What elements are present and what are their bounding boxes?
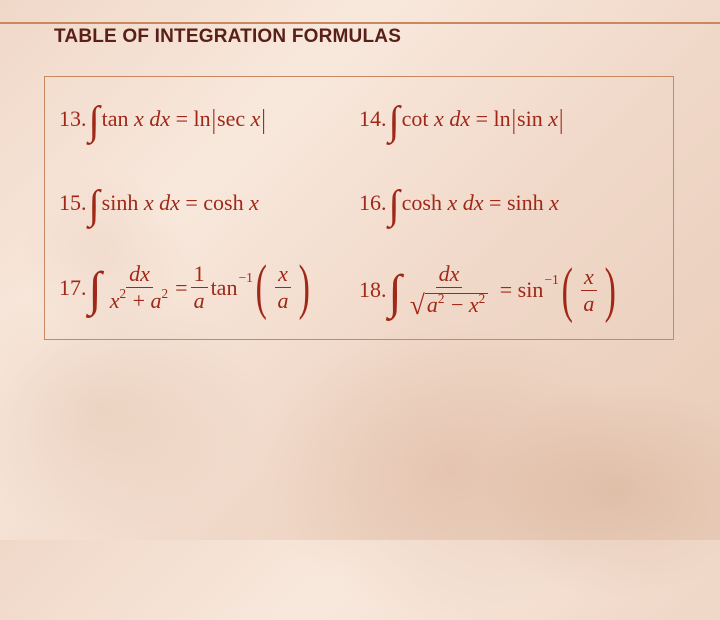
power: 2 (120, 286, 127, 301)
fraction: x a (580, 266, 597, 315)
formula-grid: 13. ∫ tan x dx = ln | sec x | 14. ∫ cot … (45, 77, 673, 339)
sqrt-icon: √ (410, 291, 425, 319)
var: x (278, 261, 288, 286)
formula-number: 17. (59, 277, 87, 299)
var: a (277, 288, 288, 313)
var: x (110, 288, 120, 313)
var: x (548, 108, 558, 130)
power: 2 (479, 291, 486, 306)
formula-18: 18. ∫ dx √ a2 − x2 = sin (359, 263, 621, 318)
var: x (447, 192, 457, 214)
formula-16: 16. ∫ cosh x dx = sinh x (359, 183, 559, 224)
abs-bar-icon: | (261, 105, 265, 133)
func: ln (194, 108, 211, 130)
integral-icon: ∫ (89, 266, 102, 314)
abs-bar-icon: | (212, 105, 216, 133)
power: 2 (438, 291, 445, 306)
equals: = (185, 192, 197, 214)
sqrt: √ a2 − x2 (410, 290, 488, 318)
func: cosh (203, 192, 243, 214)
func: tan (102, 108, 129, 130)
var: a (427, 292, 438, 317)
formula-13: 13. ∫ tan x dx = ln | sec x | (59, 99, 267, 140)
integral-icon: ∫ (389, 185, 400, 226)
var: x (469, 292, 479, 317)
fraction: x a (274, 263, 291, 312)
var: a (583, 291, 594, 316)
func: cosh (402, 192, 442, 214)
integral-icon: ∫ (389, 269, 402, 317)
var: a (194, 288, 205, 313)
paren-left-icon: ( (256, 263, 267, 312)
abs-bar-icon: | (512, 105, 516, 133)
dx: dx (449, 108, 470, 130)
formula-number: 18. (359, 279, 387, 301)
var: x (134, 108, 144, 130)
var: x (144, 192, 154, 214)
func: sin (517, 108, 543, 130)
dx: dx (149, 108, 170, 130)
equals: = (176, 108, 188, 130)
abs-bar-icon: | (559, 105, 563, 133)
integral-icon: ∫ (389, 101, 400, 142)
formula-number: 14. (359, 108, 387, 130)
inverse-power: −1 (544, 273, 559, 287)
dx: dx (159, 192, 180, 214)
fraction: dx √ a2 − x2 (407, 263, 491, 318)
inverse-power: −1 (238, 271, 253, 285)
var: x (584, 264, 594, 289)
formula-number: 13. (59, 108, 87, 130)
plus: + (133, 288, 145, 313)
formula-15: 15. ∫ sinh x dx = cosh x (59, 183, 259, 224)
formula-17: 17. ∫ dx x2 + a2 = 1 a tan−1 ( x a (59, 263, 315, 312)
integral-icon: ∫ (89, 101, 100, 142)
page-title: TABLE OF INTEGRATION FORMULAS (54, 26, 401, 48)
func: cot (402, 108, 429, 130)
var: x (549, 192, 559, 214)
minus: − (451, 292, 463, 317)
formula-box: 13. ∫ tan x dx = ln | sec x | 14. ∫ cot … (44, 76, 674, 340)
equals: = (500, 279, 512, 301)
fraction: 1 a (191, 263, 208, 312)
fraction: dx x2 + a2 (107, 263, 172, 312)
formula-number: 15. (59, 192, 87, 214)
func: sin (518, 279, 544, 301)
func: tan (211, 277, 238, 299)
var: a (151, 288, 162, 313)
var: x (249, 192, 259, 214)
integral-icon: ∫ (89, 185, 100, 226)
paren-left-icon: ( (561, 266, 572, 315)
var: x (251, 108, 261, 130)
dx: dx (439, 261, 460, 286)
func: sinh (102, 192, 139, 214)
func: sec (217, 108, 245, 130)
top-rule (0, 22, 720, 24)
func: ln (494, 108, 511, 130)
var: x (434, 108, 444, 130)
equals: = (476, 108, 488, 130)
one: 1 (194, 261, 205, 286)
func: sinh (507, 192, 544, 214)
paren-group: ( x a ) (557, 266, 621, 315)
equals: = (175, 277, 187, 299)
paren-right-icon: ) (605, 266, 616, 315)
dx: dx (463, 192, 484, 214)
paren-right-icon: ) (299, 263, 310, 312)
dx: dx (129, 261, 150, 286)
equals: = (489, 192, 501, 214)
paren-group: ( x a ) (251, 263, 315, 312)
formula-number: 16. (359, 192, 387, 214)
power: 2 (162, 286, 169, 301)
formula-14: 14. ∫ cot x dx = ln | sin x | (359, 99, 564, 140)
